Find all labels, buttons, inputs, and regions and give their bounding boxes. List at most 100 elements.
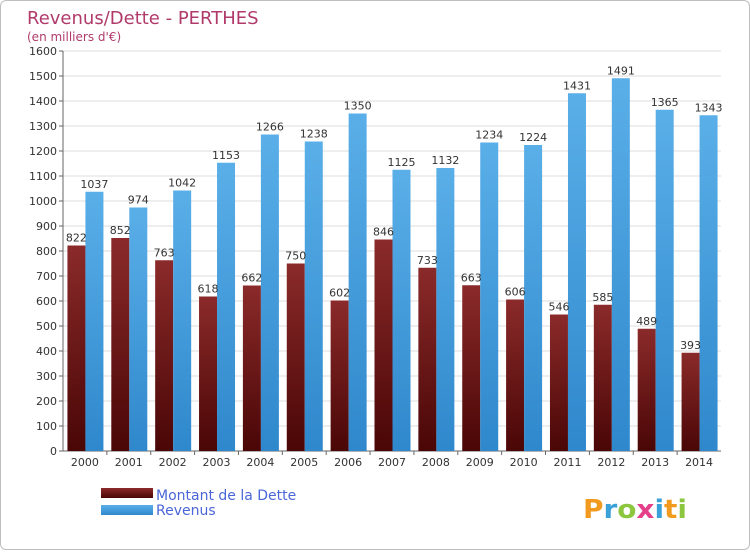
bar-dette: [155, 260, 174, 451]
value-label-dette: 489: [636, 315, 657, 328]
x-tick-label: 2002: [159, 456, 187, 469]
x-tick-label: 2009: [466, 456, 494, 469]
bar-revenus: [655, 109, 674, 451]
chart-subtitle: (en milliers d'€): [27, 30, 121, 44]
x-tick-label: 2004: [246, 456, 274, 469]
bar-dette: [67, 245, 86, 451]
legend-item-debt: Montant de la Dette: [101, 488, 296, 504]
chart-title: Revenus/Dette - PERTHES: [27, 8, 259, 29]
value-label-dette: 585: [592, 291, 613, 304]
y-tick-label: 1300: [29, 120, 57, 133]
bar-dette: [374, 239, 393, 451]
y-tick-label: 900: [36, 220, 57, 233]
x-tick-label: 2012: [597, 456, 625, 469]
x-tick-label: 2014: [685, 456, 713, 469]
y-tick-label: 1100: [29, 170, 57, 183]
x-tick-label: 2005: [290, 456, 318, 469]
bar-revenus: [217, 162, 236, 451]
proxiti-logo: Proxiti: [583, 495, 687, 525]
value-label-revenus: 1266: [256, 121, 284, 134]
value-label-revenus: 1224: [519, 131, 547, 144]
bar-revenus: [85, 191, 104, 451]
y-tick-label: 700: [36, 270, 57, 283]
bar-revenus: [480, 142, 499, 451]
bar-revenus: [611, 78, 630, 451]
x-tick-label: 2008: [422, 456, 450, 469]
y-tick-label: 1000: [29, 195, 57, 208]
bar-revenus: [524, 145, 543, 451]
y-tick-label: 1600: [29, 45, 57, 58]
y-tick-label: 1200: [29, 145, 57, 158]
bar-dette: [549, 314, 568, 451]
bar-dette: [330, 300, 349, 451]
bar-dette: [111, 238, 130, 451]
value-label-dette: 852: [110, 224, 131, 237]
y-tick-label: 600: [36, 295, 57, 308]
x-tick-label: 2007: [378, 456, 406, 469]
x-tick-label: 2003: [203, 456, 231, 469]
bar-dette: [593, 304, 612, 451]
bar-revenus: [260, 134, 279, 451]
legend-swatch-revenus: [101, 505, 153, 515]
bar-revenus: [129, 207, 148, 451]
value-label-dette: 846: [373, 226, 394, 239]
y-tick-label: 1500: [29, 70, 57, 83]
value-label-dette: 393: [680, 339, 701, 352]
value-label-dette: 618: [198, 283, 219, 296]
bar-dette: [418, 267, 437, 451]
bar-dette: [199, 296, 218, 451]
y-tick-label: 300: [36, 370, 57, 383]
legend-label-debt: Montant de la Dette: [156, 488, 296, 504]
value-labels: 822 1037 852 974 763 1042 618 1153 662 1266 750 123…: [66, 64, 723, 352]
x-tick-label: 2010: [510, 456, 538, 469]
y-tick-label: 100: [36, 420, 57, 433]
value-label-dette: 602: [329, 287, 350, 300]
bar-revenus: [304, 141, 323, 451]
bar-dette: [462, 285, 481, 451]
value-label-revenus: 1365: [651, 96, 679, 109]
bar-revenus: [392, 169, 411, 451]
value-label-dette: 663: [461, 271, 482, 284]
value-label-revenus: 1238: [300, 128, 328, 141]
value-label-dette: 763: [154, 246, 175, 259]
bar-revenus: [173, 190, 192, 451]
value-label-revenus: 1491: [607, 64, 635, 77]
value-label-revenus: 1153: [212, 149, 240, 162]
bar-dette: [286, 263, 305, 451]
y-tick-label: 1400: [29, 95, 57, 108]
x-tick-label: 2013: [641, 456, 669, 469]
bars: [67, 78, 718, 451]
y-tick-label: 800: [36, 245, 57, 258]
bar-dette: [242, 285, 261, 451]
bar-dette: [681, 352, 700, 451]
legend-swatch-debt: [101, 488, 153, 498]
x-tick-label: 2000: [71, 456, 99, 469]
y-tick-label: 200: [36, 395, 57, 408]
x-tick-label: 2001: [115, 456, 143, 469]
x-tick-label: 2011: [553, 456, 581, 469]
legend-item-revenus: Revenus: [101, 503, 216, 519]
bar-revenus: [699, 115, 718, 451]
value-label-dette: 733: [417, 254, 438, 267]
y-tick-label: 500: [36, 320, 57, 333]
value-label-revenus: 1132: [431, 154, 459, 167]
value-label-revenus: 1125: [388, 156, 416, 169]
y-tick-label: 400: [36, 345, 57, 358]
value-label-dette: 546: [548, 301, 569, 314]
axes: 0 100 200 300 400 500 600 700 800 900 1000 1100 1200…: [29, 45, 721, 469]
x-tick-label: 2006: [334, 456, 362, 469]
value-label-dette: 662: [241, 272, 262, 285]
value-label-revenus: 1343: [695, 101, 723, 114]
value-label-dette: 606: [505, 286, 526, 299]
value-label-revenus: 1431: [563, 79, 591, 92]
y-tick-label: 0: [50, 445, 57, 458]
bar-dette: [506, 299, 525, 451]
legend-label-revenus: Revenus: [156, 503, 216, 519]
bar-revenus: [348, 113, 367, 451]
value-label-dette: 822: [66, 232, 87, 245]
value-label-dette: 750: [285, 250, 306, 263]
bar-revenus: [436, 168, 455, 451]
value-label-revenus: 1042: [168, 177, 196, 190]
